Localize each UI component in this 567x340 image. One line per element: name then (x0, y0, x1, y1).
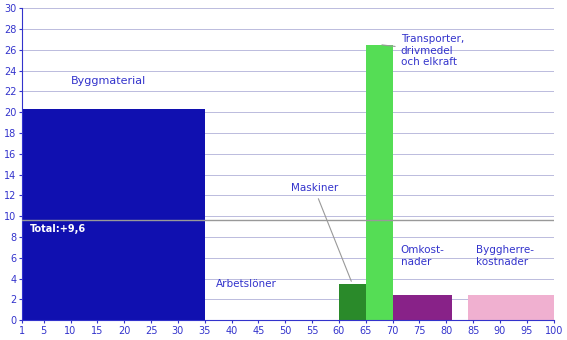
Text: Byggmaterial: Byggmaterial (70, 76, 146, 86)
Text: Transporter,
drivmedel
och elkraft: Transporter, drivmedel och elkraft (382, 34, 464, 67)
Bar (468, 295, 553, 320)
Text: Omkost-
nader: Omkost- nader (401, 245, 445, 267)
Text: Byggherre-
kostnader: Byggherre- kostnader (476, 245, 534, 267)
Bar (22, 109, 205, 320)
Text: Arbetslöner: Arbetslöner (215, 279, 276, 289)
Bar (392, 295, 452, 320)
Text: Maskiner: Maskiner (291, 183, 352, 281)
Bar (366, 45, 392, 320)
Bar (339, 284, 366, 320)
Text: Total:+9,6: Total:+9,6 (30, 223, 86, 234)
